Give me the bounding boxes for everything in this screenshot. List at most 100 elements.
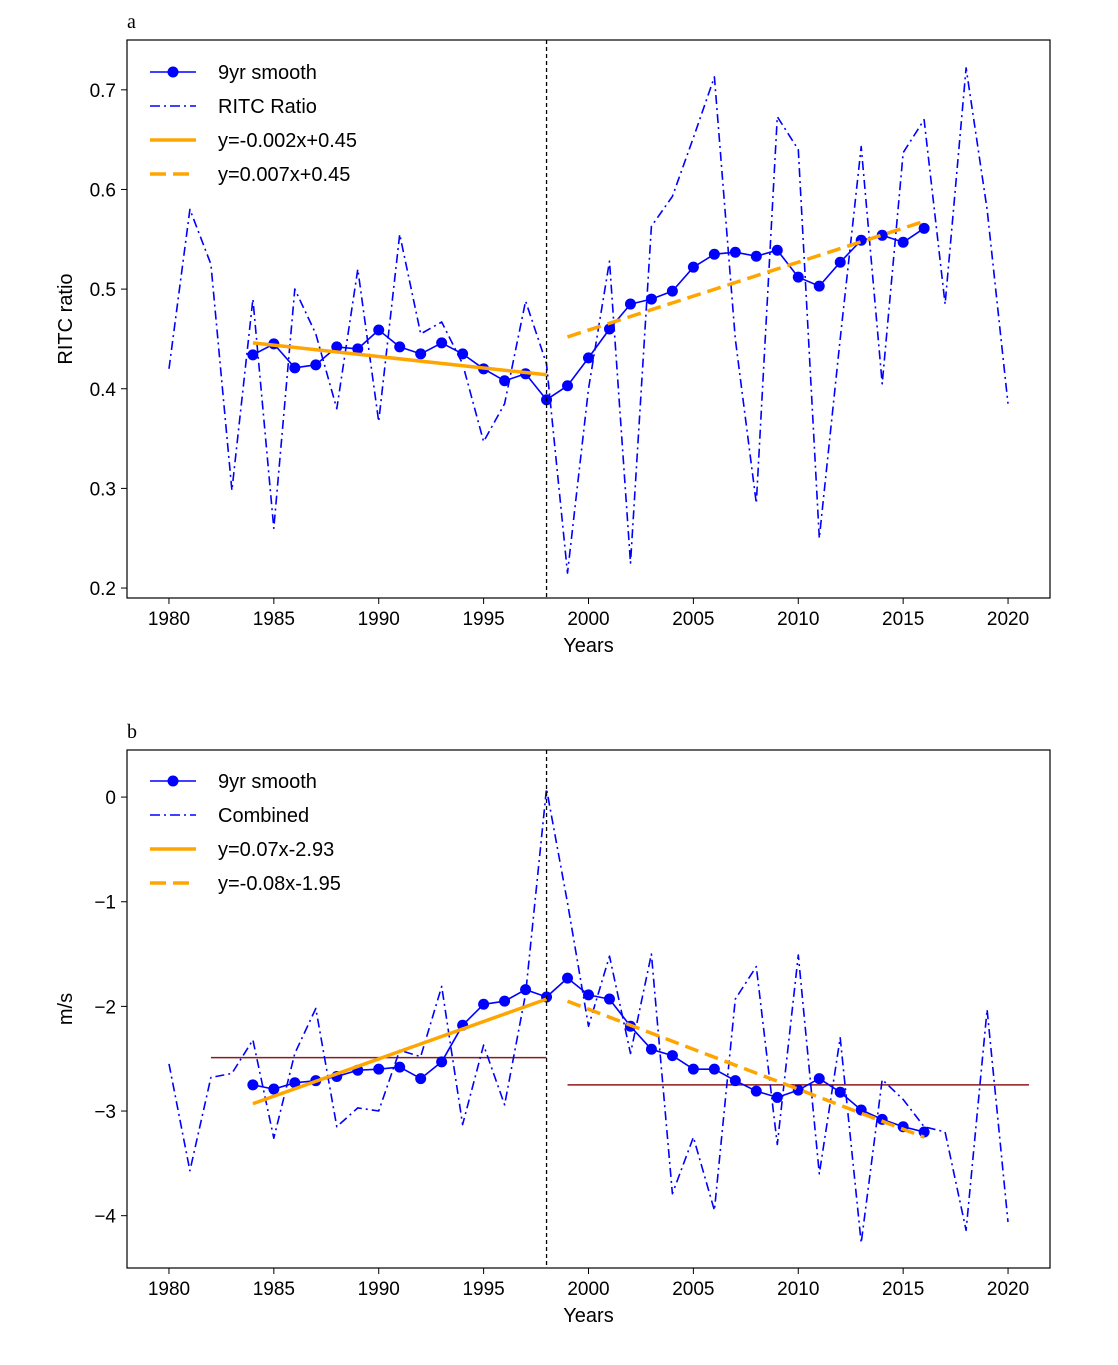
data-point <box>499 375 511 387</box>
x-tick-label: 2000 <box>567 1279 609 1300</box>
x-tick-label: 1985 <box>253 609 295 630</box>
legend-label: y=-0.002x+0.45 <box>218 130 357 152</box>
series-line-9yr-smooth <box>252 977 925 1133</box>
y-tick-label: 0 <box>105 788 116 809</box>
legend-label: y=0.007x+0.45 <box>218 164 350 186</box>
data-point <box>687 1063 699 1075</box>
data-point <box>394 341 406 353</box>
data-point <box>603 993 615 1005</box>
y-tick-label: −1 <box>94 893 116 914</box>
x-tick-label: 1985 <box>253 1279 295 1300</box>
data-point <box>708 1063 720 1075</box>
x-tick-label: 1980 <box>148 1279 190 1300</box>
data-point <box>666 285 678 297</box>
y-axis-label: RITC ratio <box>55 273 77 364</box>
data-point <box>268 1083 280 1095</box>
data-point <box>813 280 825 292</box>
legend-label: 9yr smooth <box>218 62 317 84</box>
data-point <box>373 324 385 336</box>
y-tick-label: 0.3 <box>90 479 116 500</box>
legend-label: RITC Ratio <box>218 96 317 118</box>
panel-a: a 1980 1985 1990 1995 2000 2005 2010 2015 2020 0.2… <box>55 11 1051 657</box>
x-tick-label: 2020 <box>987 609 1029 630</box>
x-tick-label: 2005 <box>672 609 714 630</box>
data-point <box>583 989 594 1001</box>
data-point <box>792 271 804 283</box>
data-point <box>897 236 909 248</box>
panel-b: b 1980 1985 1990 1995 2000 2005 2010 2015 2020 0 −1… <box>55 721 1051 1327</box>
data-point <box>436 1056 448 1068</box>
data-point <box>603 323 615 335</box>
series-line-y-0-08x-1-95 <box>566 999 925 1139</box>
series-line-9yr-smooth <box>252 227 925 401</box>
x-tick-label: 1990 <box>358 609 400 630</box>
data-point <box>415 348 427 360</box>
data-point <box>415 1073 427 1085</box>
series-line-y-0-002x-0-45 <box>252 341 547 377</box>
x-axis-label: Years <box>563 635 613 657</box>
x-axis-label: Years <box>563 1305 613 1327</box>
data-point <box>666 1050 678 1062</box>
x-tick-label: 2015 <box>882 1279 924 1300</box>
legend-label: y=-0.08x-1.95 <box>218 873 341 895</box>
series-line-y-0-007x-0-45 <box>566 219 925 339</box>
series-line-y-0-07x-2-93 <box>252 997 548 1106</box>
series-line-combined <box>168 787 1009 1244</box>
y-tick-label: 0.6 <box>90 180 116 201</box>
y-tick-label: 0.5 <box>90 280 116 301</box>
data-point <box>373 1063 385 1075</box>
data-point <box>289 362 301 374</box>
data-point <box>624 298 636 310</box>
legend-label: y=0.07x-2.93 <box>218 839 334 861</box>
x-tick-label: 1995 <box>462 1279 504 1300</box>
data-point <box>331 341 343 353</box>
data-point <box>771 244 783 256</box>
plot-area <box>168 67 1009 574</box>
x-tick-label: 2020 <box>987 1279 1029 1300</box>
data-point <box>247 1079 259 1091</box>
data-point <box>499 995 511 1007</box>
y-tick-label: 0.2 <box>90 579 116 600</box>
data-point <box>687 261 699 273</box>
x-tick-label: 2015 <box>882 609 924 630</box>
data-point <box>813 1073 825 1085</box>
panel-label: b <box>127 721 137 743</box>
series-line-ritc-ratio <box>168 67 1009 574</box>
data-point <box>729 246 741 258</box>
panel-label: a <box>127 11 136 33</box>
x-tick-label: 2005 <box>672 1279 714 1300</box>
y-axis-label: m/s <box>55 993 77 1025</box>
y-tick-label: 0.7 <box>90 81 116 102</box>
x-tick-label: 1980 <box>148 609 190 630</box>
legend-marker <box>167 775 179 787</box>
data-point <box>645 1043 657 1055</box>
data-point <box>834 1086 846 1098</box>
data-point <box>394 1061 406 1073</box>
data-point <box>562 380 574 392</box>
legend-label: Combined <box>218 805 309 827</box>
data-point <box>583 352 594 364</box>
legend-marker <box>167 66 179 78</box>
data-point <box>729 1075 741 1087</box>
y-tick-label: 0.4 <box>90 380 117 401</box>
data-point <box>645 293 657 305</box>
legend: 9yr smooth RITC Ratio y=-0.002x+0.45 y=0.00… <box>150 62 357 186</box>
y-tick-label: −4 <box>94 1207 116 1228</box>
data-point <box>457 348 469 360</box>
y-tick-label: −2 <box>94 997 116 1018</box>
data-point <box>918 222 930 234</box>
data-point <box>520 984 532 996</box>
data-point <box>750 250 762 262</box>
x-tick-label: 1990 <box>358 1279 400 1300</box>
data-point <box>750 1085 762 1097</box>
x-tick-label: 2000 <box>567 609 609 630</box>
x-tick-label: 1995 <box>462 609 504 630</box>
x-tick-label: 2010 <box>777 609 819 630</box>
data-point <box>436 337 448 349</box>
data-point <box>289 1077 301 1089</box>
data-point <box>352 343 364 355</box>
data-point <box>708 248 720 260</box>
data-point <box>562 972 574 984</box>
plot-frame <box>126 39 1051 599</box>
